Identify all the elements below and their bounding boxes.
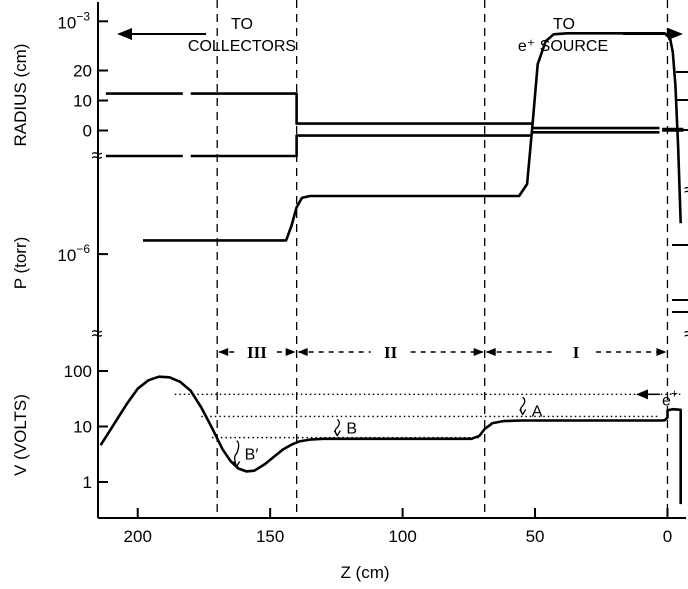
x-tick-label: 200 [124, 527, 152, 546]
y-tick-label: 0 [83, 122, 92, 141]
series-line [190, 134, 533, 158]
y-axis-title: RADIUS (cm) [11, 44, 30, 147]
x-tick-label: 0 [663, 527, 672, 546]
y-tick-label: 20 [73, 62, 92, 81]
region-arrowhead [473, 348, 484, 356]
series-line [143, 31, 682, 242]
annotation-arrowhead [333, 430, 341, 437]
x-tick-label: 100 [388, 527, 416, 546]
x-tick-label: 150 [256, 527, 284, 546]
positron-label: e+ [662, 386, 678, 409]
region-label: III [247, 343, 267, 362]
series-line [190, 92, 533, 125]
y-tick-label: 10 [73, 92, 92, 111]
region-arrowhead [285, 348, 296, 356]
series-line [99, 375, 682, 505]
y-tick-label: 10 [73, 418, 92, 437]
annotation-bracket [234, 440, 240, 467]
section-dividers: III II I [216, 0, 669, 518]
axis-break-symbol: ≈ [92, 145, 103, 167]
header-to-source-line2: e⁺ SOURCE [518, 38, 608, 55]
header: TO COLLECTORS TO e⁺ SOURCE [117, 16, 683, 55]
x-axis-title: Z (cm) [340, 563, 389, 582]
annotation-arrowhead [519, 409, 527, 416]
y-tick-label: 10−3 [57, 9, 90, 32]
annotation-label: B′ [245, 447, 259, 464]
header-to-collectors-line1: TO [231, 16, 253, 33]
y-axis-title: P (torr) [11, 237, 30, 290]
region-arrowhead [656, 348, 667, 356]
region-arrowhead [297, 348, 308, 356]
axis-break-symbol: ≈ [684, 180, 688, 200]
annotation-label: A [532, 403, 543, 420]
y-tick-label: 1 [83, 473, 92, 492]
positron-beam-arrowhead [636, 389, 648, 400]
axis-break-symbol: ≈ [684, 324, 688, 344]
region-label: I [573, 343, 580, 362]
pressure-panel: 10−3 10−6 P (torr) [11, 9, 682, 290]
region-label: II [384, 343, 398, 362]
radius-panel: 20 10 0 RADIUS (cm) [11, 44, 684, 158]
to-collectors-arrowhead [117, 28, 132, 40]
header-to-collectors-line2: COLLECTORS [188, 38, 296, 55]
annotation-label: B [346, 420, 357, 437]
x-axis: Z (cm) 200 150 100 50 0 [124, 508, 672, 582]
annotation-arrowhead [233, 461, 241, 468]
region-arrowhead [218, 348, 229, 356]
region-arrowhead [485, 348, 496, 356]
plot-frame: ≈ ≈ ≈ ≈ [92, 2, 688, 519]
potential-panel: 100 10 1 V (VOLTS) A B B′ e+ [11, 362, 684, 505]
y-tick-label: 100 [64, 362, 92, 381]
y-axis-title: V (VOLTS) [11, 394, 30, 476]
x-tick-label: 50 [526, 527, 545, 546]
axis-break-symbol: ≈ [92, 323, 103, 345]
header-to-source-line1: TO [553, 16, 575, 33]
to-source-arrowhead [668, 28, 683, 40]
y-tick-label: 10−6 [57, 242, 90, 265]
